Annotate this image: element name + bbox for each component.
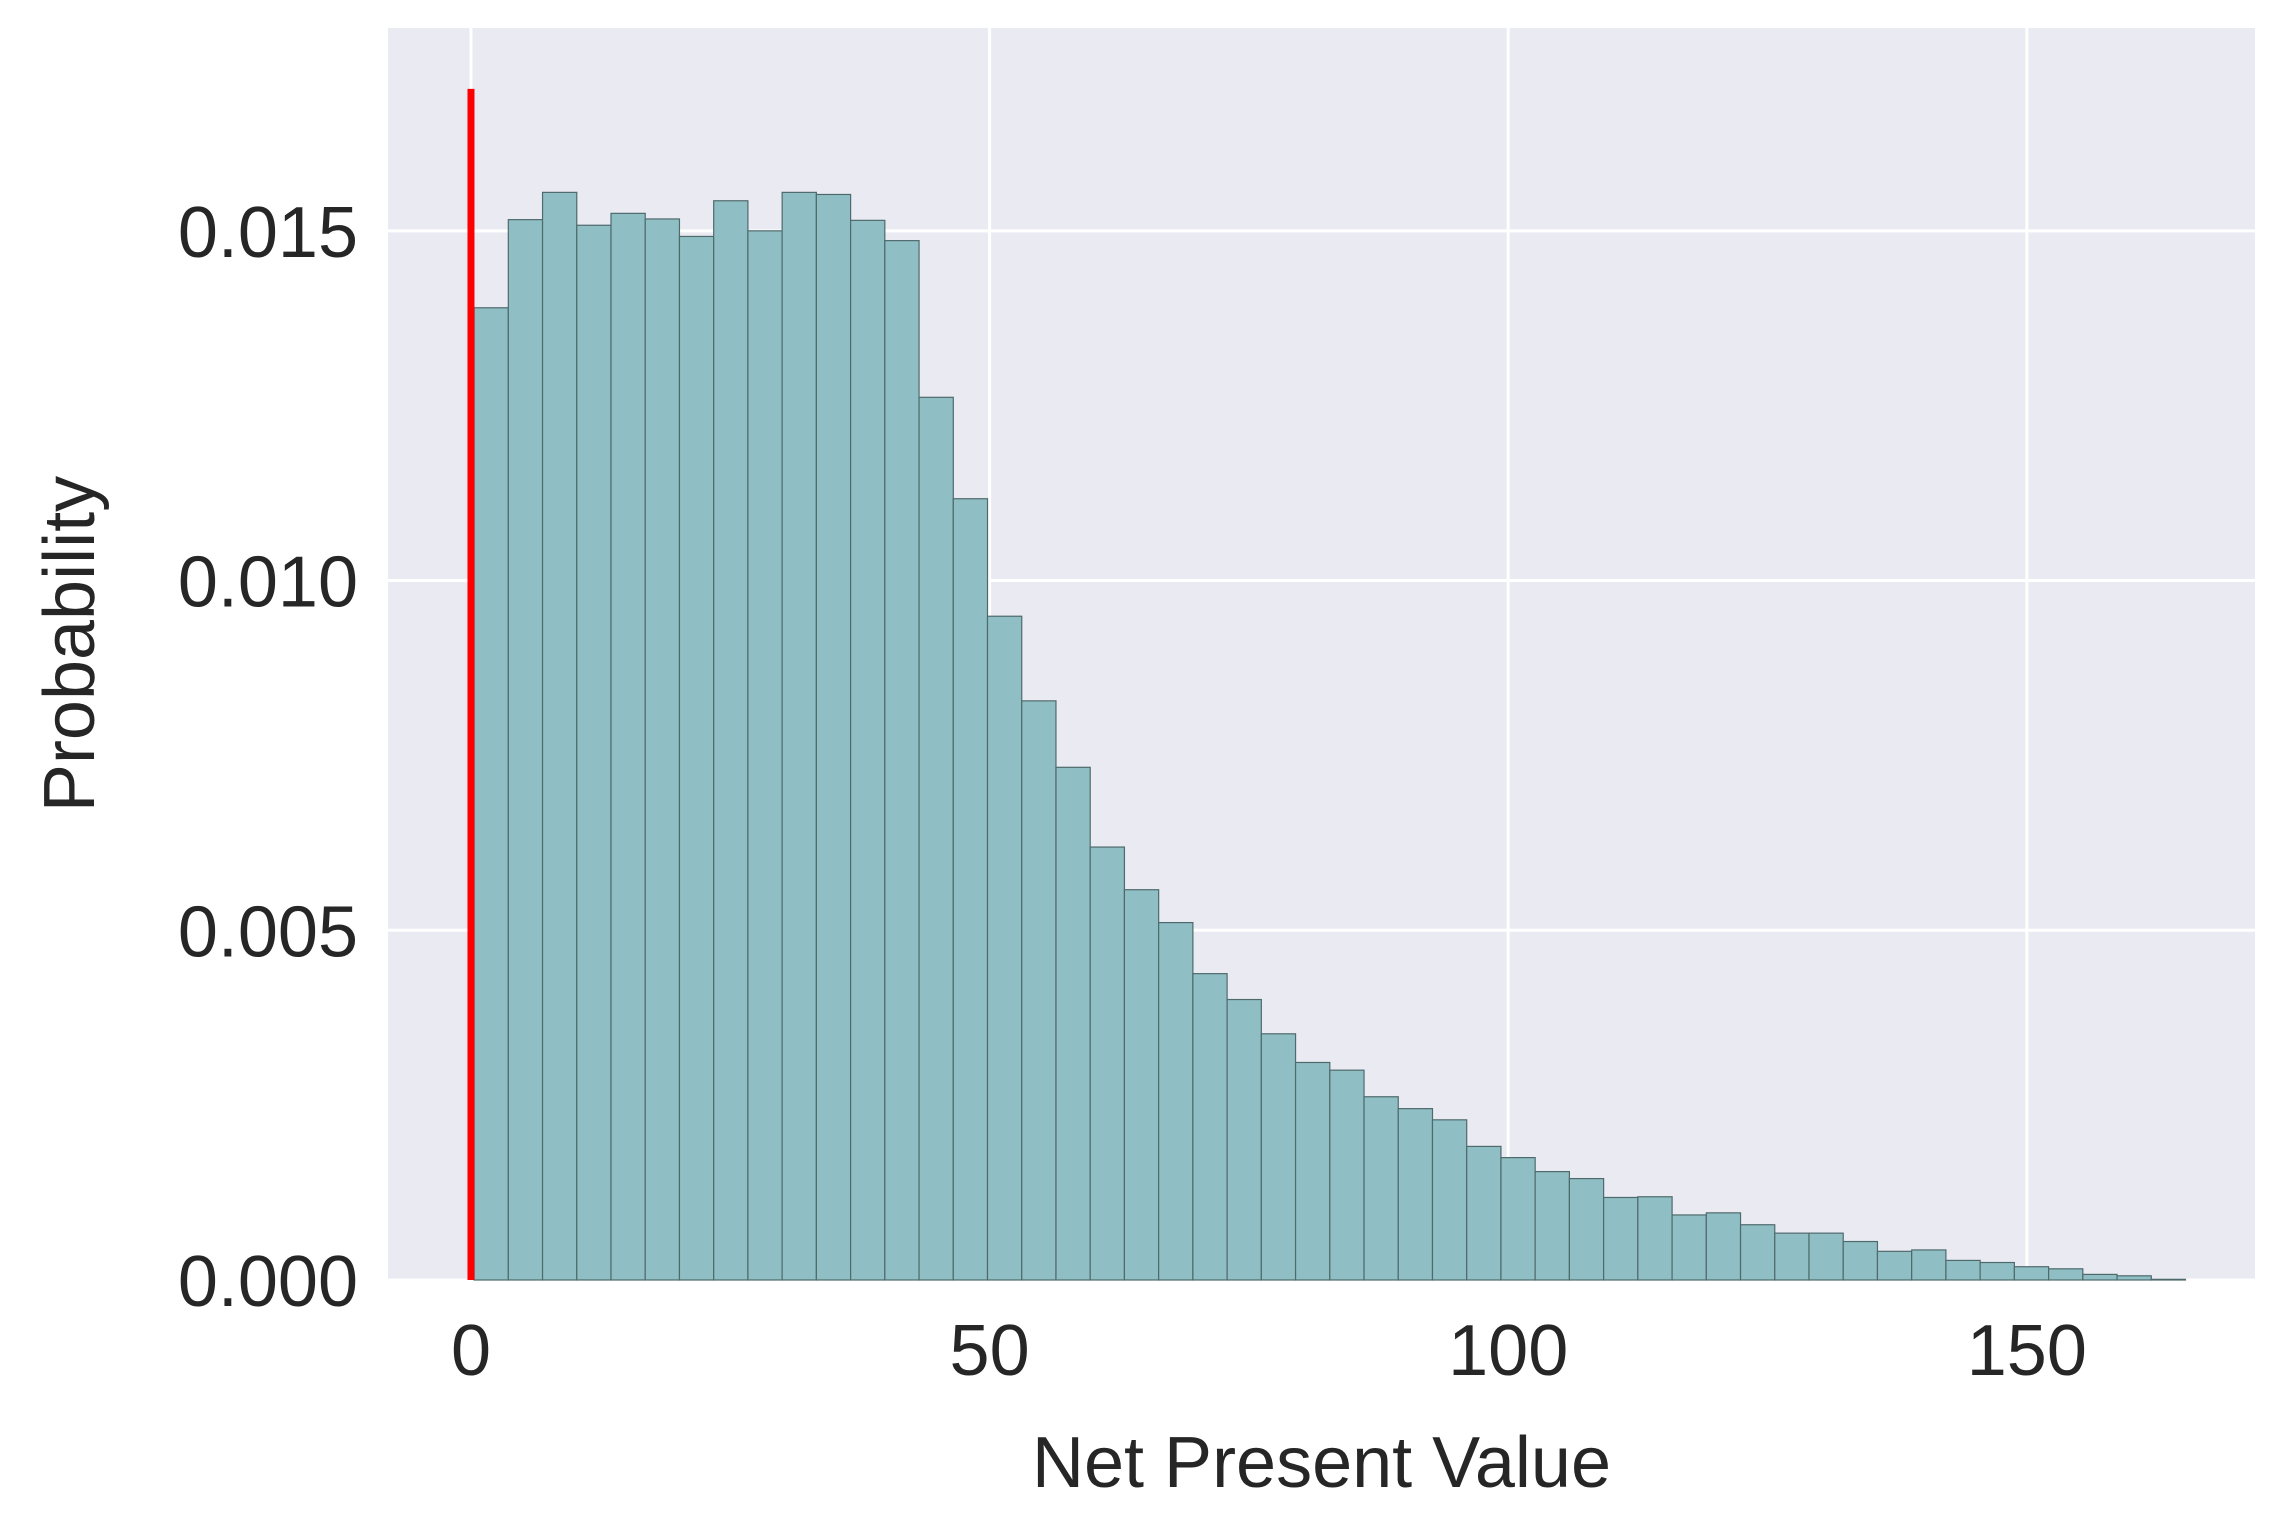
histogram-bar — [1945, 1259, 1981, 1281]
histogram-bar — [1705, 1212, 1742, 1281]
histogram-bar — [952, 498, 989, 1281]
histogram-bar — [1192, 973, 1228, 1281]
histogram-bar — [1500, 1156, 1536, 1281]
histogram-bar — [781, 191, 817, 1281]
histogram-bar — [747, 230, 783, 1281]
y-tick-label: 0.010 — [178, 543, 358, 623]
histogram-bar — [1466, 1145, 1502, 1281]
x-tick-labels: 0 50 100 150 — [451, 1311, 2087, 1391]
histogram-bar — [1911, 1249, 1947, 1281]
histogram-bar — [2116, 1275, 2152, 1281]
histogram-bar — [576, 224, 612, 1281]
histogram-bar — [1226, 998, 1262, 1281]
histogram-bar — [1294, 1061, 1331, 1281]
histogram-bar — [541, 191, 578, 1281]
histogram-bar — [678, 235, 715, 1281]
y-tick-label: 0.015 — [178, 193, 358, 273]
histogram-bar — [1774, 1232, 1810, 1281]
histogram-bar — [1739, 1224, 1776, 1281]
y-tick-label: 0.000 — [178, 1242, 358, 1322]
x-axis-title: Net Present Value — [1032, 1423, 1611, 1503]
histogram-bar — [1055, 766, 1091, 1281]
histogram-bar — [1568, 1177, 1605, 1281]
x-tick-label: 100 — [1448, 1311, 1568, 1391]
histogram-bar — [473, 307, 509, 1281]
histogram-bar — [1637, 1196, 1673, 1281]
histogram-bar — [1431, 1119, 1468, 1281]
histogram-bar — [986, 615, 1023, 1281]
x-tick-label: 50 — [950, 1311, 1030, 1391]
y-tick-label: 0.005 — [178, 892, 358, 972]
histogram-bar — [1842, 1240, 1879, 1281]
histogram-bar — [644, 218, 681, 1281]
histogram-bar — [1808, 1232, 1844, 1281]
histogram-bar — [1089, 846, 1126, 1281]
histogram-bar — [1671, 1214, 1707, 1281]
histogram-bar — [1021, 700, 1057, 1281]
histogram-bar — [1158, 921, 1194, 1281]
histogram-bar — [713, 200, 749, 1281]
histogram-bar — [850, 219, 886, 1281]
histogram-bar — [1603, 1196, 1639, 1281]
y-axis-title: Probability — [30, 476, 110, 812]
histogram-bar — [1123, 889, 1160, 1281]
x-tick-label: 0 — [451, 1311, 491, 1391]
histogram-bar — [884, 240, 920, 1281]
histogram-bar — [507, 219, 544, 1281]
histogram-bar — [2047, 1268, 2084, 1281]
histogram-bars — [473, 191, 2187, 1281]
histogram-bar — [918, 396, 954, 1281]
histogram-bar — [815, 193, 852, 1281]
histogram-bar — [2082, 1273, 2118, 1281]
histogram-bar — [610, 212, 646, 1281]
histogram-bar — [1363, 1096, 1399, 1281]
histogram-bar — [2150, 1278, 2187, 1281]
histogram-bar — [1876, 1250, 1913, 1281]
histogram-bar — [1534, 1170, 1570, 1281]
histogram-bar — [1397, 1108, 1434, 1281]
histogram-bar — [1979, 1261, 2015, 1281]
y-tick-labels: 0.000 0.005 0.010 0.015 — [178, 193, 358, 1322]
histogram-bar — [2013, 1266, 2050, 1281]
x-tick-label: 150 — [1967, 1311, 2087, 1391]
histogram-bar — [1260, 1033, 1297, 1281]
histogram-bar — [1329, 1069, 1365, 1281]
